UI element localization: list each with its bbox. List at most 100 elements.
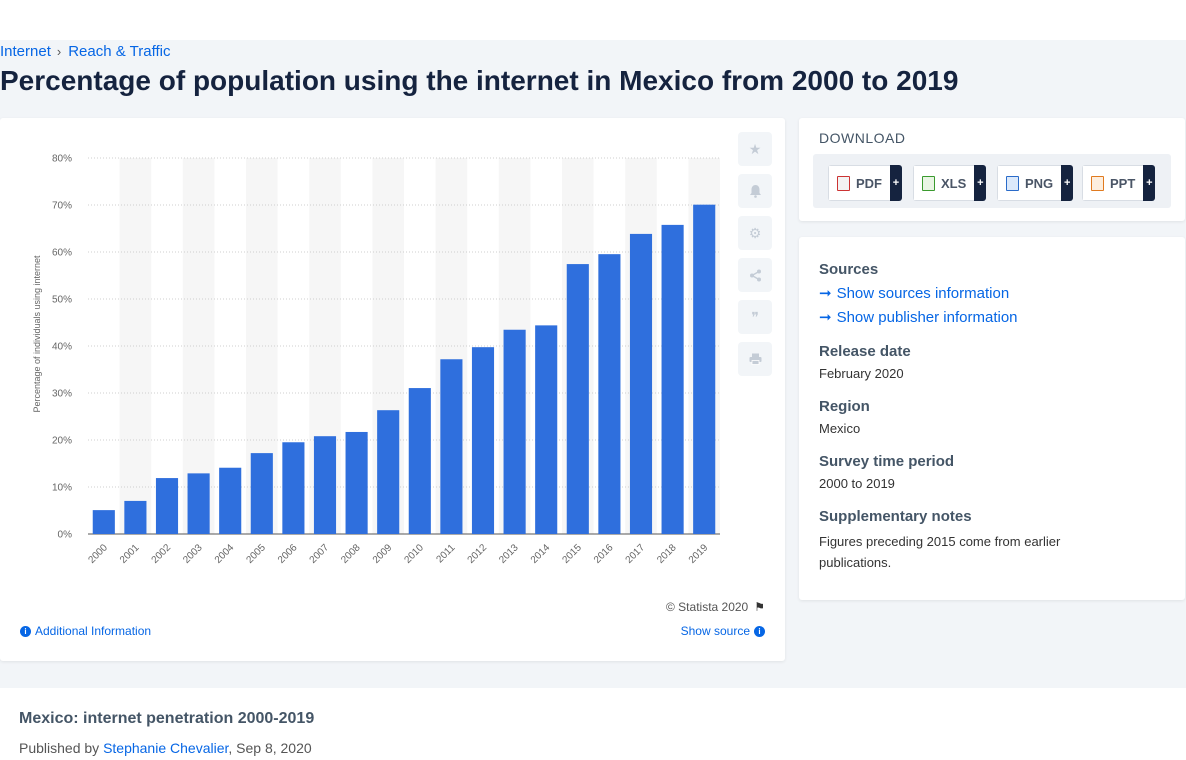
bar-2009 [377,410,400,534]
pdf-label: PDF [856,175,882,191]
ppt-file-icon [1091,175,1104,191]
column-stripe [182,158,215,534]
download-png-button[interactable]: PNG + [997,165,1074,201]
x-tick-label: 2007 [308,542,332,566]
png-label: PNG [1025,175,1054,191]
flag-icon[interactable]: ⚑ [754,600,765,614]
bar-2010 [408,388,431,534]
survey-period-heading: Survey time period [819,453,955,470]
bar-2019 [693,204,716,534]
plus-icon: + [1061,165,1074,201]
additional-info-link[interactable]: i Additional Information [20,624,151,638]
survey-period-value: 2000 to 2019 [819,476,895,491]
plus-icon: + [890,165,902,201]
x-tick-label: 2002 [150,542,174,566]
y-tick-label: 30% [52,389,72,400]
xls-label: XLS [941,175,967,191]
supplementary-notes-heading: Supplementary notes [819,508,972,525]
quote-icon[interactable]: ❞ [738,300,772,334]
x-tick-label: 2019 [687,542,711,566]
download-pdf-button[interactable]: PDF + [828,165,902,201]
release-date-heading: Release date [819,343,911,360]
share-icon[interactable] [738,258,772,292]
y-tick-label: 20% [52,436,72,447]
y-tick-label: 10% [52,483,72,494]
x-tick-label: 2009 [371,542,395,566]
download-buttons: PDF + XLS + PNG + [813,154,1171,208]
breadcrumb: Internet › Reach & Traffic [0,43,171,60]
breadcrumb-reach-traffic[interactable]: Reach & Traffic [68,43,171,60]
y-tick-label: 70% [52,201,72,212]
info-icon: i [20,625,31,637]
bar-2016 [598,254,621,535]
metadata-card: Sources ➞ Show sources information ➞ Sho… [799,237,1185,600]
bar-2011 [440,359,463,534]
publication-byline: Published by Stephanie Chevalier, Sep 8,… [19,740,312,756]
pdf-file-icon [837,175,850,191]
x-tick-label: 2016 [592,542,616,566]
arrow-right-icon: ➞ [819,309,832,326]
release-date-value: February 2020 [819,366,904,381]
x-tick-label: 2004 [213,542,237,566]
bar-2005 [250,453,273,534]
ppt-label: PPT [1110,175,1136,191]
published-by-text: Published by [19,740,100,756]
breadcrumb-internet[interactable]: Internet [0,43,51,60]
chevron-right-icon: › [56,44,62,59]
download-card: DOWNLOAD PDF + XLS + PNG [799,118,1185,221]
bar-2007 [313,436,337,534]
print-icon[interactable] [738,342,772,376]
x-tick-label: 2001 [118,542,142,566]
download-ppt-button[interactable]: PPT + [1082,165,1156,201]
chart-card: 0% 10% 20% 30% 40% 50% 60% 70% 80% 2000 2001 2002 20… [0,118,785,661]
show-source-label: Show source [680,624,750,638]
bar-2003 [187,473,210,534]
x-tick-label: 2006 [276,542,300,566]
chart-credit: © Statista 2020 ⚑ [666,600,765,614]
x-tick-label: 2018 [655,542,679,566]
png-file-icon [1006,175,1019,191]
bar-2012 [471,347,495,534]
sources-heading: Sources [819,261,879,278]
y-axis-title: Percentage of individuals using internet [32,255,42,413]
y-tick-label: 80% [52,154,72,165]
bar-2006 [282,442,305,534]
gear-icon[interactable]: ⚙ [738,216,772,250]
download-heading: DOWNLOAD [819,130,906,146]
y-tick-label: 50% [52,295,72,306]
x-tick-label: 2013 [497,542,521,566]
show-source-link[interactable]: Show source i [681,624,765,638]
plus-icon: + [1143,165,1156,201]
plus-icon: + [974,165,987,201]
show-sources-label: Show sources information [836,284,1010,302]
x-tick-label: 2015 [560,542,584,566]
y-tick-label: 40% [52,342,72,353]
y-tick-label: 60% [52,248,72,259]
supplementary-notes-value: Figures preceding 2015 come from earlier… [819,534,1061,570]
author-link[interactable]: Stephanie Chevalier [103,740,229,756]
bar-2004 [219,467,242,534]
show-publisher-link[interactable]: ➞ Show publisher information [819,308,1018,327]
bar-chart: 0% 10% 20% 30% 40% 50% 60% 70% 80% 2000 2001 2002 20… [32,154,720,566]
x-tick-label: 2000 [86,542,110,566]
show-sources-link[interactable]: ➞ Show sources information [819,284,1010,303]
bar-2013 [503,329,526,534]
y-tick-label: 0% [58,530,73,541]
top-bar [0,0,1186,40]
arrow-right-icon: ➞ [819,285,832,302]
bell-icon[interactable] [738,174,772,208]
publication-date: , Sep 8, 2020 [228,740,312,756]
x-tick-label: 2011 [435,542,458,565]
x-tick-label: 2003 [181,542,205,566]
bar-2001 [124,500,147,534]
region-value: Mexico [819,421,861,436]
x-tick-label: 2012 [466,542,490,566]
bar-2018 [661,224,684,535]
chart-toolbar: ★ ⚙ ❞ [738,132,772,384]
star-icon[interactable]: ★ [738,132,772,166]
x-tick-label: 2008 [339,542,363,566]
additional-info-label: Additional Information [35,624,152,638]
bar-2008 [345,431,368,534]
download-xls-button[interactable]: XLS + [913,165,987,201]
